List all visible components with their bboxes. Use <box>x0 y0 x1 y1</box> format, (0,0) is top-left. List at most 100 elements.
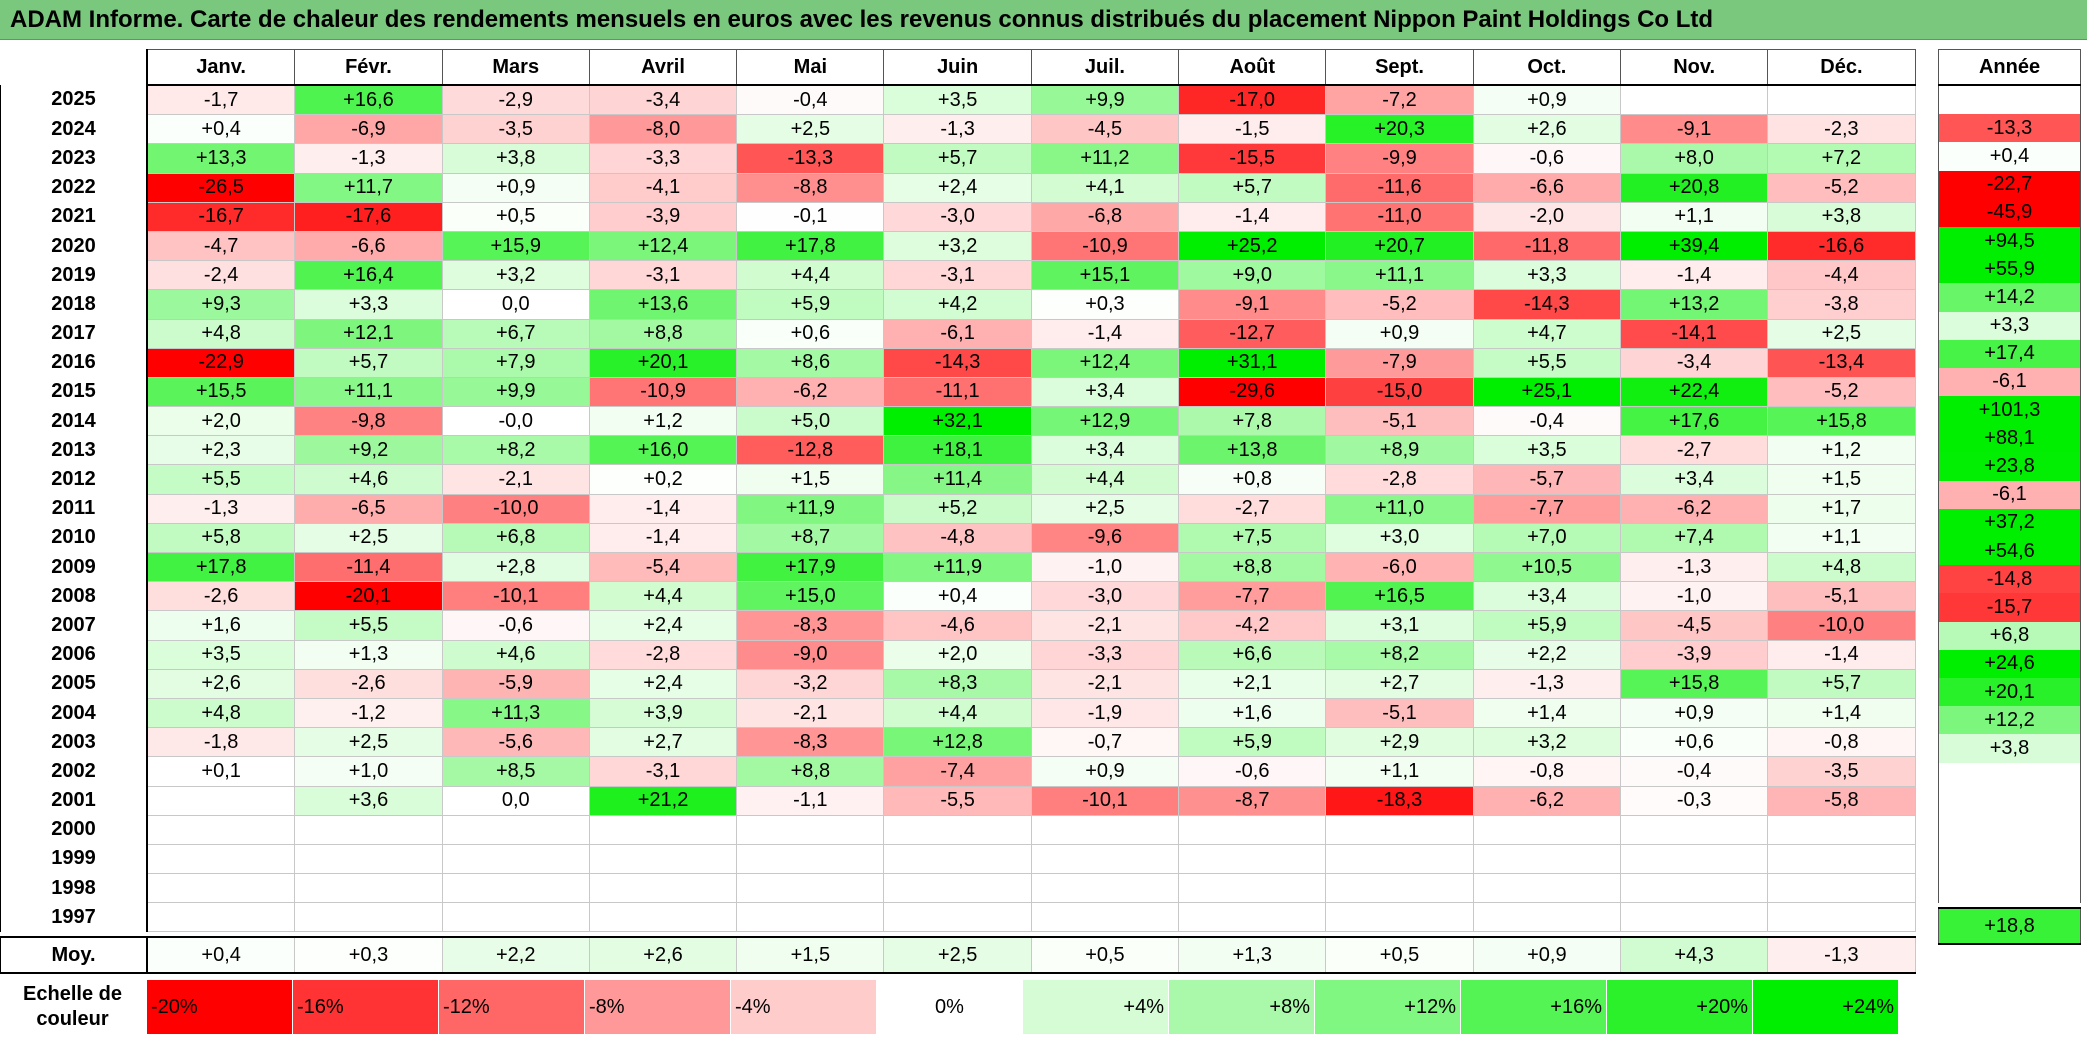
heatmap-cell: -2,8 <box>588 639 738 670</box>
year-row: 2006 +3,5 +1,3 +4,6 -2,8 -9,0 +2,0 -3,3 +6,6 +8,2… <box>0 639 1916 670</box>
year-row: 2009 +17,8 -11,4 +2,8 -5,4 +17,9 +11,9 -1,0 +8,8… <box>0 551 1916 583</box>
heatmap-cell: +2,6 <box>146 668 296 699</box>
month-header: Oct. <box>1472 49 1621 86</box>
heatmap-cell <box>146 902 296 933</box>
year-label: 2008 <box>0 581 148 611</box>
heatmap-cell: +3,4 <box>1030 376 1180 408</box>
heatmap-cell: -8,3 <box>736 610 885 641</box>
annual-cell: +94,5 <box>1938 226 2081 256</box>
heatmap-cell: -9,9 <box>1325 143 1474 174</box>
heatmap-cell: +16,0 <box>588 435 738 466</box>
scale-swatch: -12% <box>439 980 585 1034</box>
year-row: 1998 <box>0 873 1916 904</box>
heatmap-cell: +1,2 <box>588 406 738 437</box>
heatmap-cell: -2,1 <box>736 697 885 729</box>
heatmap-cell: +7,8 <box>1178 406 1327 437</box>
heatmap-cell: +5,9 <box>1472 610 1621 641</box>
heatmap-cell: -6,5 <box>294 493 443 524</box>
heatmap-cell: +8,0 <box>1619 143 1769 174</box>
heatmap-cell: +3,5 <box>883 84 1032 116</box>
heatmap-cell <box>1178 902 1327 933</box>
year-row: 2003 -1,8 +2,5 -5,6 +2,7 -8,3 +12,8 -0,7 +5,9 +2,… <box>0 727 1916 758</box>
heatmap-cell: -1,3 <box>883 114 1032 145</box>
heatmap-cell: -5,8 <box>1767 785 1916 816</box>
heatmap-cell: +5,7 <box>294 347 443 378</box>
heatmap-cell: -12,7 <box>1178 318 1327 349</box>
heatmap-cell <box>1767 84 1916 116</box>
year-label: 2023 <box>0 143 148 174</box>
year-row: 2012 +5,5 +4,6 -2,1 +0,2 +1,5 +11,4 +4,4 +0,8 -2,… <box>0 464 1916 495</box>
heatmap-cell: +20,3 <box>1325 114 1474 145</box>
annual-cell <box>1938 847 2081 876</box>
year-label: 2019 <box>0 260 148 290</box>
month-header: Nov. <box>1619 49 1769 86</box>
heatmap-cell: +8,2 <box>1325 639 1474 670</box>
heatmap-cell: -20,1 <box>294 581 443 612</box>
heatmap-cell: +7,4 <box>1619 522 1769 554</box>
scale-swatch: +24% <box>1753 980 1899 1034</box>
heatmap-cell: +8,8 <box>588 318 738 349</box>
year-row: 2023 +13,3 -1,3 +3,8 -3,3 -13,3 +5,7 +11,2 -15,5… <box>0 143 1916 174</box>
heatmap-cell: -16,7 <box>146 201 296 232</box>
heatmap-cell: -3,3 <box>1030 639 1180 670</box>
heatmap-cell: -0,6 <box>1178 756 1327 787</box>
heatmap-cell: -15,0 <box>1325 376 1474 408</box>
heatmap-cell: +21,2 <box>588 785 738 816</box>
heatmap-cell: -1,7 <box>146 84 296 116</box>
year-row: 2020 -4,7 -6,6 +15,9 +12,4 +17,8 +3,2 -10,9 +25,… <box>0 230 1916 262</box>
heatmap-cell <box>1472 814 1621 845</box>
scale-label-line1: Echelle de <box>23 983 122 1005</box>
heatmap-cell: +8,3 <box>883 668 1032 699</box>
year-row: 2018 +9,3 +3,3 0,0 +13,6 +5,9 +4,2 +0,3 -9,1 -5,2… <box>0 289 1916 320</box>
heatmap-cell: +2,5 <box>294 727 443 758</box>
annual-average-cell: +18,8 <box>1938 907 2081 946</box>
heatmap-cell: +2,3 <box>146 435 296 466</box>
heatmap-cell: -6,8 <box>1030 201 1180 232</box>
heatmap-cell: -11,0 <box>1325 201 1474 232</box>
heatmap-cell: +13,6 <box>588 289 738 320</box>
heatmap-cell <box>883 843 1032 875</box>
heatmap-cell: +5,5 <box>146 464 296 495</box>
heatmap-cell <box>1325 814 1474 845</box>
heatmap-cell: +16,5 <box>1325 581 1474 612</box>
heatmap-cell: -3,1 <box>588 756 738 787</box>
heatmap-cell: +2,9 <box>1325 727 1474 758</box>
heatmap-cell: 0,0 <box>441 289 590 320</box>
heatmap-cell: -7,7 <box>1178 581 1327 612</box>
heatmap-cell: -2,3 <box>1767 114 1916 145</box>
heatmap-cell: +0,9 <box>1619 697 1769 729</box>
heatmap-cell: +0,2 <box>588 464 738 495</box>
heatmap-cell: -16,6 <box>1767 230 1916 262</box>
heatmap-cell: -0,4 <box>1472 406 1621 437</box>
heatmap-cell <box>1030 814 1180 845</box>
heatmap-cell: -5,1 <box>1325 697 1474 729</box>
heatmap-cell: -1,9 <box>1030 697 1180 729</box>
heatmap-cell: -0,4 <box>1619 756 1769 787</box>
heatmap-cell: +1,3 <box>294 639 443 670</box>
heatmap-cell: -14,1 <box>1619 318 1769 349</box>
heatmap-cell <box>588 902 738 933</box>
heatmap-cell: -2,1 <box>441 464 590 495</box>
year-row: 2005 +2,6 -2,6 -5,9 +2,4 -3,2 +8,3 -2,1 +2,1 +2,7… <box>0 668 1916 699</box>
year-row: 2004 +4,8 -1,2 +11,3 +3,9 -2,1 +4,4 -1,9 +1,6 -5,… <box>0 697 1916 729</box>
annual-column: Année -13,3 +0,4 -22,7 -45,9 +94,5 +55,9 +14,2… <box>1938 49 2081 946</box>
heatmap-cell: +0,9 <box>441 172 590 203</box>
heatmap-cell: -17,6 <box>294 201 443 232</box>
average-cell: +2,5 <box>883 936 1032 975</box>
heatmap-cell <box>1178 814 1327 845</box>
annual-cell <box>1938 85 2081 115</box>
heatmap-cell: -2,7 <box>1619 435 1769 466</box>
heatmap-cell: -0,6 <box>441 610 590 641</box>
heatmap-cell: -3,8 <box>1767 289 1916 320</box>
heatmap-cell: -7,4 <box>883 756 1032 787</box>
annual-cell: +54,6 <box>1938 537 2081 566</box>
heatmap-cell: +5,7 <box>1178 172 1327 203</box>
heatmap-cell: -5,1 <box>1325 406 1474 437</box>
heatmap-cell: +0,5 <box>441 201 590 232</box>
annual-cell: -6,1 <box>1938 367 2081 397</box>
heatmap-cell <box>1030 873 1180 904</box>
month-header: Sept. <box>1325 49 1474 86</box>
annual-cell: +3,3 <box>1938 311 2081 340</box>
heatmap-cell: -1,3 <box>294 143 443 174</box>
heatmap-cell: -22,9 <box>146 347 296 378</box>
